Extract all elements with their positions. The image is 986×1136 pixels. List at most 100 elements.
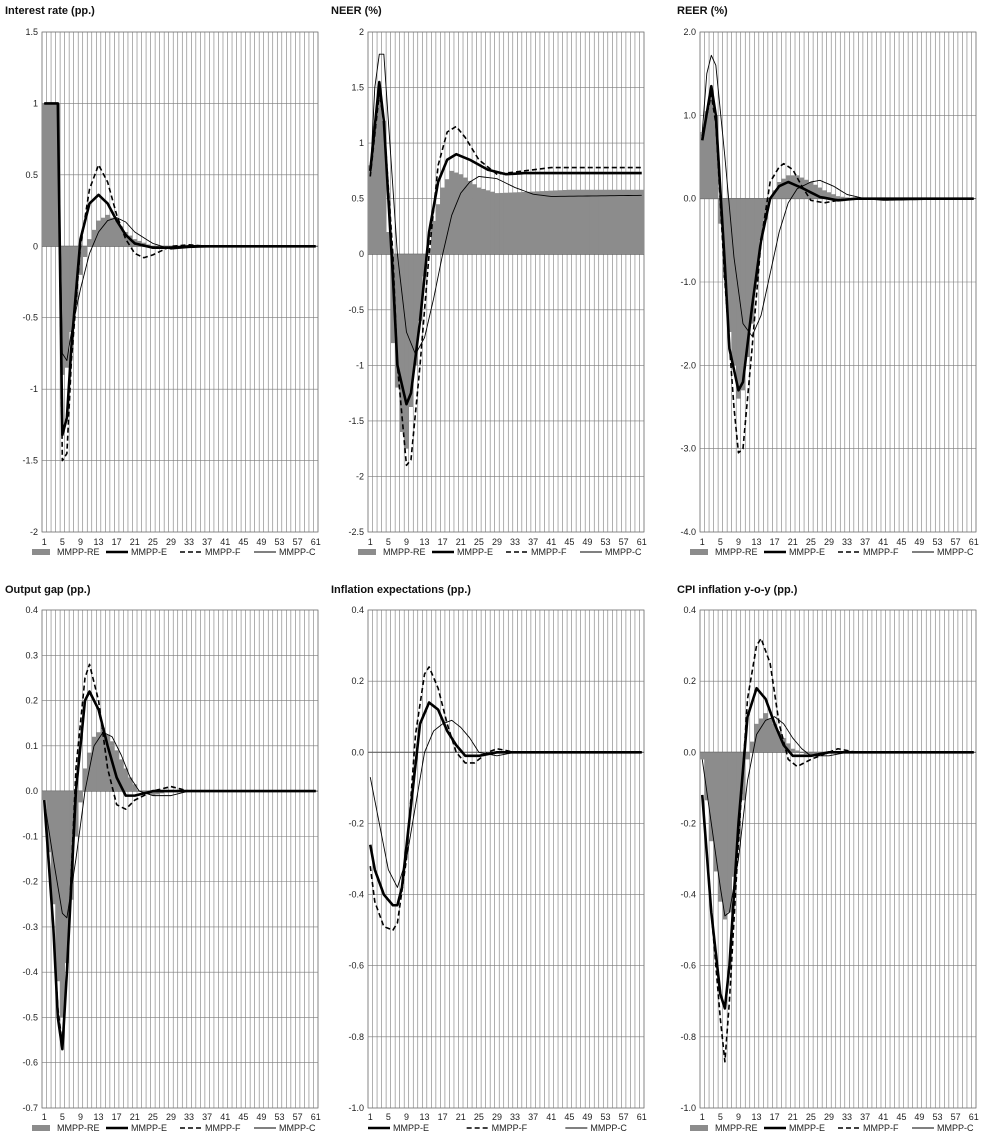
x-tick-label: 5 [718,537,723,547]
x-tick-label: 13 [420,1112,430,1122]
legend-label: MMPP-C [937,1123,974,1133]
series-line-MMPP-F [701,93,974,454]
x-tick-label: 9 [404,1112,409,1122]
x-tick-label: 9 [736,1112,741,1122]
bar [435,204,441,255]
x-tick-label: 41 [878,537,888,547]
x-tick-label: 21 [788,1112,798,1122]
x-tick-label: 29 [824,1112,834,1122]
legend-label: MMPP-E [393,1123,429,1133]
bar [87,239,92,247]
x-tick-label: 53 [601,1112,611,1122]
legend-swatch [690,1125,708,1131]
series-MMPP-RE [42,727,319,1018]
x-tick-label: 53 [601,537,611,547]
x-tick-label: 45 [564,1112,574,1122]
y-tick-label: -2 [356,471,364,481]
bar [722,752,728,920]
y-tick-label: -4.0 [680,527,696,537]
series-line-MMPP-F [44,102,316,462]
x-tick-label: 5 [386,1112,391,1122]
bar [804,752,809,755]
bar [386,232,391,255]
x-tick-label: 25 [148,537,158,547]
legend: MMPP-RE MMPP-E MMPP-F MMPP-C [358,547,642,557]
y-tick-label: -0.6 [22,1058,38,1068]
chart-panel-4: Output gap (pp.) 0.4 0.3 0.2 0.1 0.0 -0.1 -0.2 -… [5,584,321,1133]
bar [704,752,710,801]
y-tick-label: 1.5 [25,27,38,37]
x-tick-label: 25 [474,537,484,547]
y-tick-label: 0.3 [25,650,38,660]
bar [722,198,728,278]
bar [494,193,500,255]
bar [91,736,97,792]
x-tick-label: 9 [78,1112,83,1122]
bar [630,189,636,255]
bar [404,254,409,449]
bar [490,191,495,255]
x-tick-label: 13 [420,537,430,547]
y-tick-label: -0.4 [680,890,696,900]
bar [82,246,88,257]
bar [114,220,120,247]
bar [813,184,818,199]
bar [731,198,737,366]
bar [740,198,746,391]
bar [567,189,572,255]
legend-label: MMPP-C [279,1123,316,1133]
x-tick-label: 45 [238,1112,248,1122]
y-tick-label: -0.4 [348,890,364,900]
x-tick-label: 1 [368,1112,373,1122]
bar [612,189,618,255]
bar [377,87,382,255]
x-tick-label: 17 [112,1112,122,1122]
bar [808,182,814,199]
x-tick-label: 29 [492,537,502,547]
x-tick-label: 17 [438,537,448,547]
series-line-MMPP-C [701,54,974,337]
x-tick-label: 41 [878,1112,888,1122]
bar [776,730,782,753]
x-tick-label: 29 [166,537,176,547]
legend-swatch [358,549,376,555]
bar [51,791,56,905]
y-tick-label: -0.8 [680,1032,696,1042]
y-tick-label: 0.2 [351,676,364,686]
bar [413,254,418,366]
x-tick-label: 57 [951,1112,961,1122]
x-tick-label: 17 [770,1112,780,1122]
bar [132,784,138,792]
bar [73,246,79,304]
bar [621,189,627,255]
y-tick-label: 0.4 [25,605,38,615]
x-tick-label: 13 [752,1112,762,1122]
bar [123,232,129,247]
bar [603,189,609,255]
bar [100,217,106,247]
bar [558,190,563,255]
x-tick-label: 37 [860,1112,870,1122]
bar [749,741,755,753]
bar [817,187,823,199]
y-tick-label: -1 [30,384,38,394]
bar [781,178,787,199]
legend-label: MMPP-F [863,547,899,557]
bar [458,174,464,255]
y-tick-label: -0.5 [22,313,38,323]
series-line-MMPP-E [368,80,642,406]
series-MMPP-RE [368,87,645,449]
bar [745,752,750,760]
bar [736,752,741,842]
legend-label: MMPP-F [205,547,241,557]
x-tick-label: 37 [528,537,538,547]
bar [118,759,124,792]
x-tick-label: 1 [368,537,373,547]
bar [736,198,741,399]
series-MMPP-RE [700,90,977,399]
bar [700,752,705,760]
x-tick-label: 25 [806,537,816,547]
y-tick-label: -0.3 [22,922,38,932]
bar [718,752,723,902]
bar [105,214,111,247]
